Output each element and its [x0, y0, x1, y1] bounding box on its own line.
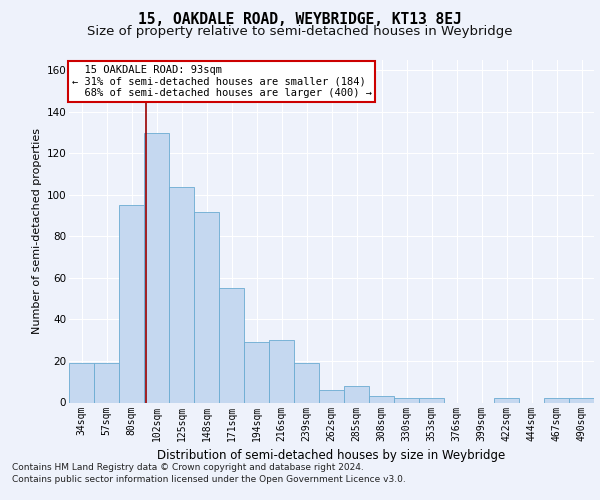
Bar	[394, 398, 419, 402]
Text: Contains public sector information licensed under the Open Government Licence v3: Contains public sector information licen…	[12, 475, 406, 484]
Y-axis label: Number of semi-detached properties: Number of semi-detached properties	[32, 128, 43, 334]
Text: Size of property relative to semi-detached houses in Weybridge: Size of property relative to semi-detach…	[87, 25, 513, 38]
Bar	[169, 186, 194, 402]
Bar	[319, 390, 344, 402]
Bar	[244, 342, 269, 402]
Bar	[494, 398, 519, 402]
Bar	[544, 398, 569, 402]
Bar	[344, 386, 369, 402]
Text: Contains HM Land Registry data © Crown copyright and database right 2024.: Contains HM Land Registry data © Crown c…	[12, 464, 364, 472]
Bar	[219, 288, 244, 403]
Bar	[419, 398, 444, 402]
X-axis label: Distribution of semi-detached houses by size in Weybridge: Distribution of semi-detached houses by …	[157, 449, 506, 462]
Text: 15 OAKDALE ROAD: 93sqm
← 31% of semi-detached houses are smaller (184)
  68% of : 15 OAKDALE ROAD: 93sqm ← 31% of semi-det…	[71, 65, 371, 98]
Bar	[294, 363, 319, 403]
Bar	[94, 363, 119, 403]
Bar	[119, 206, 144, 402]
Bar	[194, 212, 219, 402]
Bar	[69, 363, 94, 403]
Bar	[569, 398, 594, 402]
Bar	[269, 340, 294, 402]
Text: 15, OAKDALE ROAD, WEYBRIDGE, KT13 8EJ: 15, OAKDALE ROAD, WEYBRIDGE, KT13 8EJ	[138, 12, 462, 28]
Bar	[369, 396, 394, 402]
Bar	[144, 132, 169, 402]
